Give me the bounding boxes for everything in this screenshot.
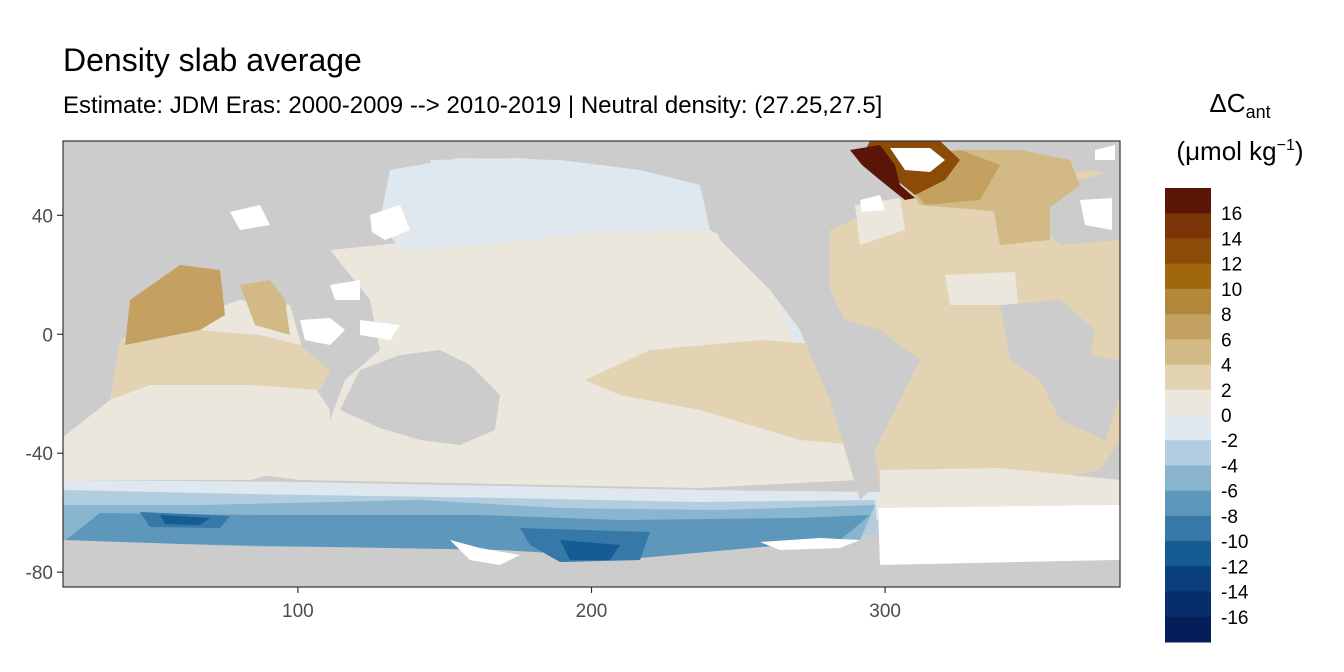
legend-swatch xyxy=(1165,490,1211,517)
legend-swatch xyxy=(1165,263,1211,290)
legend-swatch xyxy=(1165,415,1211,441)
chart-title: Density slab average xyxy=(63,42,362,78)
chart-subtitle: Estimate: JDM Eras: 2000-2009 --> 2010-2… xyxy=(63,92,883,119)
legend-label: 12 xyxy=(1221,255,1242,276)
legend-labels: 16 14 12 10 8 6 4 2 0 -2 -4 -6 -8 -10 -12 -14 -16 xyxy=(1221,204,1249,629)
maritime-islands xyxy=(300,280,400,345)
legend-swatch xyxy=(1165,389,1211,416)
atlantic-south-band xyxy=(878,490,1120,508)
atlantic-south-ice xyxy=(878,500,1120,565)
australia xyxy=(340,350,500,445)
x-tick-label: 200 xyxy=(576,601,608,622)
legend-swatch xyxy=(1165,288,1211,315)
antarctica xyxy=(63,540,1120,587)
antarctic-shelf-dark xyxy=(160,515,620,560)
bay-of-bengal xyxy=(240,280,290,335)
south-pacific-gyre xyxy=(585,340,860,445)
legend-label: 4 xyxy=(1221,356,1232,377)
legend-swatch xyxy=(1165,440,1211,466)
indian-ocean-tan xyxy=(110,330,330,400)
legend-label: -14 xyxy=(1221,583,1249,604)
legend-colorbar xyxy=(1165,188,1211,643)
map-panel xyxy=(63,141,1120,587)
arabian-sea xyxy=(125,265,225,345)
legend-swatch xyxy=(1165,188,1211,214)
legend-swatch xyxy=(1165,616,1211,643)
legend-label: 16 xyxy=(1221,204,1242,225)
x-tick-label: 300 xyxy=(869,601,901,622)
greenland-ice xyxy=(890,148,945,172)
y-axis: 40 0 -40 -80 xyxy=(26,206,63,584)
y-tick-label: -80 xyxy=(26,563,53,584)
legend-label: 8 xyxy=(1221,305,1232,326)
legend-swatch xyxy=(1165,238,1211,265)
legend-swatch xyxy=(1165,566,1211,593)
legend-swatch xyxy=(1165,591,1211,618)
greenland-margin-dark xyxy=(850,145,915,200)
africa xyxy=(1000,300,1120,440)
atlantic-ocean xyxy=(830,170,1120,492)
legend-swatch xyxy=(1165,364,1211,391)
legend-label: 6 xyxy=(1221,330,1232,351)
antarctic-ice-shelf xyxy=(450,538,860,565)
legend-swatch xyxy=(1165,541,1211,567)
x-axis: 100 200 300 xyxy=(282,587,901,622)
y-tick-label: -40 xyxy=(26,444,53,465)
legend-label: -2 xyxy=(1221,431,1238,452)
north-pacific-far xyxy=(430,158,650,195)
legend-swatch xyxy=(1165,314,1211,340)
americas xyxy=(700,175,900,500)
legend-swatch xyxy=(1165,465,1211,492)
legend-swatch xyxy=(1165,515,1211,542)
legend-label: -16 xyxy=(1221,608,1248,629)
atlantic-south-light xyxy=(880,468,1120,495)
legend: ΔCant (μmol kg−1) 16 14 12 10 8 6 4 2 0 -2 -4 -6 -8 -… xyxy=(1165,88,1304,643)
atlantic-north-light xyxy=(945,272,1018,305)
x-tick-label: 100 xyxy=(282,601,314,622)
legend-label: 14 xyxy=(1221,229,1243,250)
legend-label: -8 xyxy=(1221,507,1238,528)
antarctic-deep-band xyxy=(63,513,870,558)
legend-label: -4 xyxy=(1221,456,1238,477)
legend-title: ΔCant xyxy=(1209,88,1270,122)
legend-label: -6 xyxy=(1221,482,1238,503)
y-tick-label: 40 xyxy=(32,206,53,227)
legend-label: 2 xyxy=(1221,381,1232,402)
legend-label: 0 xyxy=(1221,406,1232,427)
legend-label: -12 xyxy=(1221,557,1248,578)
legend-label: -10 xyxy=(1221,532,1248,553)
legend-label: 10 xyxy=(1221,280,1242,301)
legend-units: (μmol kg−1) xyxy=(1176,136,1303,166)
y-tick-label: 0 xyxy=(42,325,53,346)
legend-swatch xyxy=(1165,339,1211,366)
legend-swatch xyxy=(1165,213,1211,239)
